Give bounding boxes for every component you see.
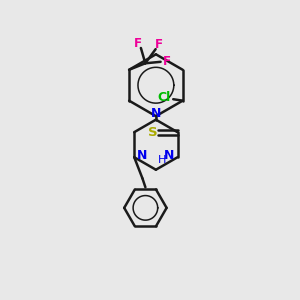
- Text: Cl: Cl: [158, 91, 171, 104]
- Text: F: F: [154, 38, 163, 51]
- Text: F: F: [134, 37, 142, 50]
- Text: H: H: [158, 155, 166, 165]
- Text: N: N: [151, 107, 161, 120]
- Text: N: N: [164, 149, 175, 162]
- Text: N: N: [136, 149, 147, 162]
- Text: F: F: [163, 55, 171, 68]
- Text: S: S: [148, 126, 158, 139]
